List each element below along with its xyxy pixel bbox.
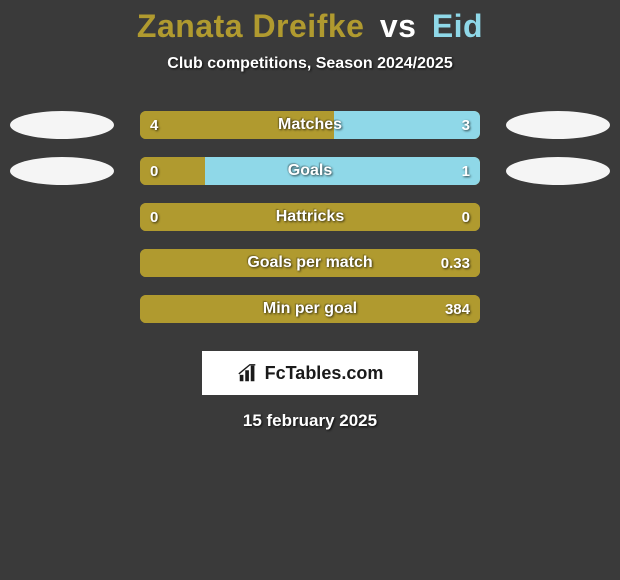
- spacer: [506, 203, 610, 231]
- comparison-widget: Zanata Dreifke vs Eid Club competitions,…: [0, 0, 620, 431]
- page-title: Zanata Dreifke vs Eid: [0, 8, 620, 45]
- stat-bar: 384Min per goal: [140, 295, 480, 323]
- spacer: [10, 203, 114, 231]
- player1-name: Zanata Dreifke: [137, 8, 365, 44]
- stat-row: 01Goals: [0, 157, 620, 185]
- stat-bar: 43Matches: [140, 111, 480, 139]
- bar-fill-left: [140, 295, 480, 323]
- bar-fill-left: [140, 203, 480, 231]
- bar-fill-left: [140, 157, 205, 185]
- player2-name: Eid: [432, 8, 483, 44]
- stat-row: 00Hattricks: [0, 203, 620, 231]
- subtitle: Club competitions, Season 2024/2025: [0, 55, 620, 73]
- spacer: [10, 249, 114, 277]
- vs-label: vs: [380, 8, 417, 44]
- spacer: [10, 295, 114, 323]
- bar-fill-left: [140, 249, 480, 277]
- stat-row: 43Matches: [0, 111, 620, 139]
- team-badge-left: [10, 157, 114, 185]
- stat-bar: 0.33Goals per match: [140, 249, 480, 277]
- bar-chart-icon: [237, 362, 259, 384]
- branding-text: FcTables.com: [265, 363, 384, 384]
- stat-rows: 43Matches 01Goals 00Hattricks 0.33Goals per…: [0, 111, 620, 323]
- date-label: 15 february 2025: [0, 411, 620, 431]
- branding-badge: FcTables.com: [202, 351, 418, 395]
- bar-fill-left: [140, 111, 334, 139]
- bar-fill-right: [334, 111, 480, 139]
- stat-row: 0.33Goals per match: [0, 249, 620, 277]
- stat-row: 384Min per goal: [0, 295, 620, 323]
- team-badge-right: [506, 111, 610, 139]
- spacer: [506, 295, 610, 323]
- stat-bar: 01Goals: [140, 157, 480, 185]
- team-badge-left: [10, 111, 114, 139]
- stat-bar: 00Hattricks: [140, 203, 480, 231]
- spacer: [506, 249, 610, 277]
- team-badge-right: [506, 157, 610, 185]
- bar-fill-right: [205, 157, 480, 185]
